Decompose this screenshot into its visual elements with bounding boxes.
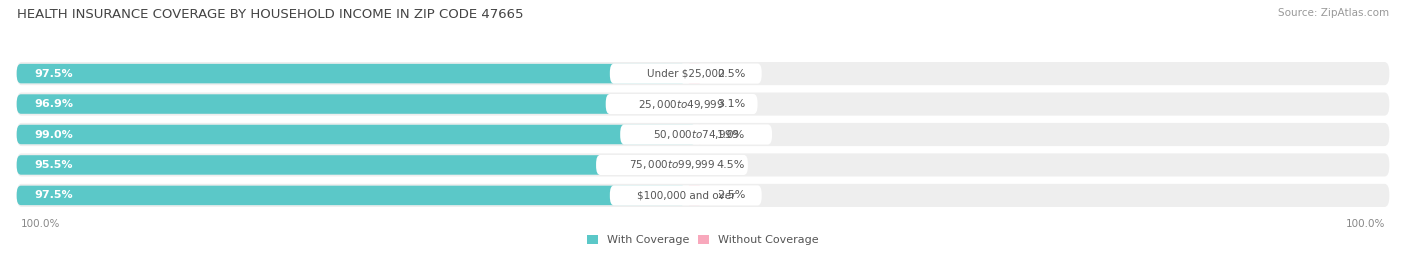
FancyBboxPatch shape: [610, 185, 762, 206]
Text: $100,000 and over: $100,000 and over: [637, 190, 735, 200]
Text: $50,000 to $74,999: $50,000 to $74,999: [652, 128, 740, 141]
Text: 2.5%: 2.5%: [717, 190, 745, 200]
Text: 97.5%: 97.5%: [35, 69, 73, 79]
FancyBboxPatch shape: [696, 125, 703, 144]
FancyBboxPatch shape: [17, 64, 686, 83]
FancyBboxPatch shape: [17, 155, 672, 175]
Text: $25,000 to $49,999: $25,000 to $49,999: [638, 98, 725, 111]
Text: 99.0%: 99.0%: [35, 129, 73, 140]
FancyBboxPatch shape: [17, 93, 1389, 116]
Text: 100.0%: 100.0%: [21, 219, 60, 229]
Text: 2.5%: 2.5%: [717, 69, 745, 79]
FancyBboxPatch shape: [17, 153, 1389, 176]
Text: 95.5%: 95.5%: [35, 160, 73, 170]
FancyBboxPatch shape: [17, 94, 682, 114]
Text: 100.0%: 100.0%: [1346, 219, 1385, 229]
FancyBboxPatch shape: [606, 94, 758, 114]
Text: 97.5%: 97.5%: [35, 190, 73, 200]
Text: Source: ZipAtlas.com: Source: ZipAtlas.com: [1278, 8, 1389, 18]
Text: 96.9%: 96.9%: [35, 99, 73, 109]
FancyBboxPatch shape: [686, 64, 703, 83]
Legend: With Coverage, Without Coverage: With Coverage, Without Coverage: [588, 235, 818, 245]
FancyBboxPatch shape: [17, 123, 1389, 146]
Text: HEALTH INSURANCE COVERAGE BY HOUSEHOLD INCOME IN ZIP CODE 47665: HEALTH INSURANCE COVERAGE BY HOUSEHOLD I…: [17, 8, 523, 21]
Text: 3.1%: 3.1%: [717, 99, 745, 109]
FancyBboxPatch shape: [682, 94, 703, 114]
Text: $75,000 to $99,999: $75,000 to $99,999: [628, 158, 716, 171]
FancyBboxPatch shape: [17, 186, 686, 205]
Text: 1.0%: 1.0%: [717, 129, 745, 140]
FancyBboxPatch shape: [672, 155, 703, 175]
Text: Under $25,000: Under $25,000: [647, 69, 724, 79]
FancyBboxPatch shape: [17, 62, 1389, 85]
FancyBboxPatch shape: [17, 125, 696, 144]
FancyBboxPatch shape: [620, 125, 772, 144]
FancyBboxPatch shape: [596, 155, 748, 175]
Text: 4.5%: 4.5%: [717, 160, 745, 170]
FancyBboxPatch shape: [17, 184, 1389, 207]
FancyBboxPatch shape: [686, 186, 703, 205]
FancyBboxPatch shape: [610, 63, 762, 84]
